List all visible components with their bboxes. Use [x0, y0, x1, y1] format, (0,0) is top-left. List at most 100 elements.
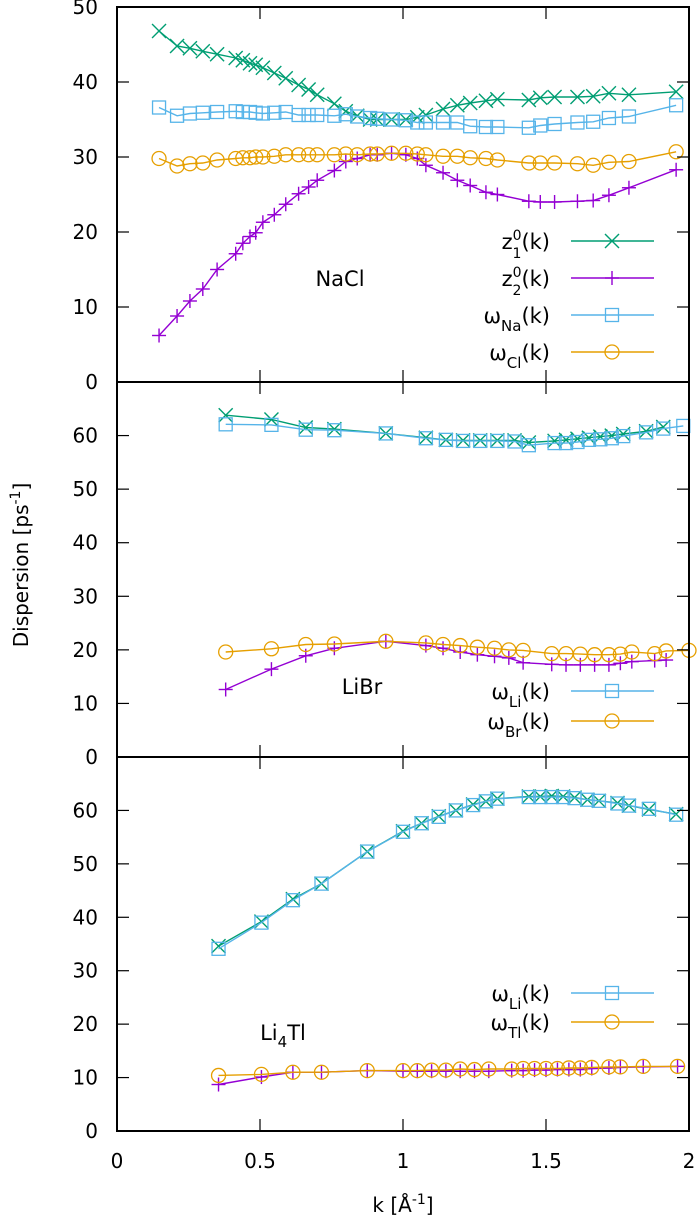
data-point [285, 1064, 301, 1080]
vbar-marker [605, 271, 619, 285]
data-point [521, 120, 536, 135]
data-point [544, 789, 559, 805]
x-marker-stroke [569, 89, 585, 105]
data-point [309, 87, 325, 103]
data-point [521, 155, 537, 171]
circle-marker-shape [266, 148, 282, 164]
data-point [298, 636, 314, 653]
circle-marker-shape [300, 147, 317, 163]
square-marker-shape [398, 113, 414, 128]
square-marker-shape [301, 107, 316, 123]
circle-marker-shape [624, 644, 640, 660]
square-marker-shape [395, 824, 411, 839]
data-point [601, 85, 617, 101]
data-point [326, 636, 343, 652]
panel-label: Li4Tl [260, 1021, 306, 1051]
data-point [290, 147, 307, 163]
circle-marker-shape [242, 150, 258, 166]
data-point [285, 893, 301, 908]
data-point [152, 328, 167, 343]
data-point [263, 641, 280, 657]
circle-marker-shape [313, 1064, 330, 1080]
data-point [253, 1066, 270, 1083]
circle-marker-shape [285, 1064, 301, 1080]
data-point [169, 38, 185, 54]
data-point [490, 119, 505, 135]
x-marker [604, 233, 620, 249]
data-point [431, 809, 446, 824]
square-marker-shape [586, 114, 601, 129]
data-point [278, 197, 293, 212]
x-marker-stroke [435, 101, 451, 117]
data-point [418, 158, 433, 173]
legend-label-tail: (k) [521, 680, 550, 704]
legend-label: ωLi(k) [491, 982, 550, 1013]
circle-marker-shape [521, 155, 537, 171]
data-point [572, 1060, 588, 1076]
data-point [478, 150, 494, 167]
data-point [267, 207, 282, 222]
legend-label: ωTl(k) [491, 1011, 550, 1042]
circle-marker-shape [362, 146, 378, 162]
circle-marker-shape [584, 1059, 600, 1076]
data-point [641, 801, 657, 816]
x-axis-title-close: ] [426, 1193, 434, 1217]
data-point [310, 107, 325, 123]
legend-label-sub: 1 [513, 246, 522, 262]
data-point [638, 425, 654, 440]
circle-marker-shape [298, 636, 314, 653]
legend-libr: ωLi(k)ωBr(k) [487, 680, 654, 741]
data-point [612, 646, 629, 662]
data-point [438, 432, 454, 448]
data-point [182, 294, 197, 308]
circle-marker-shape [601, 154, 617, 170]
circle-marker-shape [235, 150, 251, 166]
y-tick-label: 50 [73, 477, 98, 501]
panel-label: LiBr [342, 675, 383, 699]
data-point [301, 107, 316, 123]
data-point [504, 1061, 520, 1077]
data-point [182, 156, 198, 172]
data-point [398, 145, 414, 161]
y-tick-label: 40 [73, 531, 98, 555]
legend-item: ωLi(k) [491, 982, 654, 1013]
circle-marker-shape [526, 1060, 543, 1077]
data-point [151, 23, 167, 39]
x-marker-stroke [309, 87, 325, 103]
legend-label-sub: Tl [507, 1024, 521, 1042]
data-point [604, 431, 619, 446]
circle-marker-shape [635, 1058, 651, 1075]
square-marker-shape [604, 683, 620, 699]
data-point [624, 654, 639, 669]
square-marker-shape [580, 792, 595, 807]
data-point [278, 147, 294, 163]
data-point [255, 106, 271, 121]
data-point [435, 101, 451, 117]
legend-label-sup: 0 [513, 228, 522, 244]
data-point [210, 1067, 227, 1084]
square-marker-shape [218, 417, 233, 432]
circle-marker-shape [359, 1062, 375, 1079]
data-point [490, 187, 505, 202]
data-point [398, 113, 414, 128]
legend-item: ωCl(k) [489, 341, 654, 372]
data-point [584, 1059, 600, 1076]
data-point [526, 1060, 543, 1077]
series-line [218, 795, 677, 947]
data-point [556, 789, 571, 805]
data-point [326, 421, 342, 437]
y-tick-label: 40 [73, 70, 98, 94]
data-point [378, 633, 394, 649]
legend-label-tail: (k) [521, 710, 550, 734]
square-marker-shape [209, 104, 225, 120]
data-point [327, 108, 342, 123]
legend-label-base: ω [491, 1011, 509, 1035]
circle-marker-shape [169, 158, 185, 174]
series-omega_b-li4tl [210, 1058, 686, 1084]
data-point [195, 43, 211, 59]
x-marker-stroke [489, 91, 505, 107]
square-marker-shape [435, 115, 451, 130]
legend-label-tail: (k) [521, 304, 550, 328]
data-point [169, 158, 185, 174]
